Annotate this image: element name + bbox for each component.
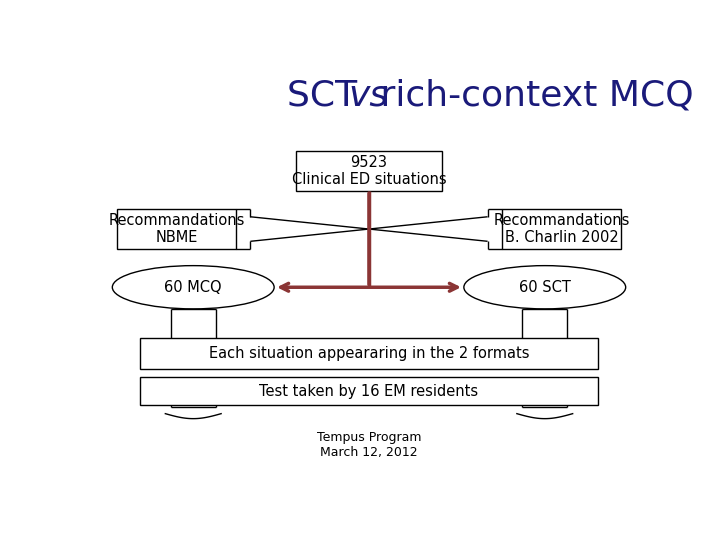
Text: 60 MCQ: 60 MCQ — [164, 280, 222, 295]
Bar — [297, 151, 441, 191]
Text: 60 SCT: 60 SCT — [519, 280, 571, 295]
Text: Recommandations
NBME: Recommandations NBME — [108, 213, 245, 245]
Ellipse shape — [112, 266, 274, 309]
Bar — [502, 210, 621, 249]
Text: 9523
Clinical ED situations: 9523 Clinical ED situations — [292, 154, 446, 187]
Bar — [117, 210, 236, 249]
Text: Test taken by 16 EM residents: Test taken by 16 EM residents — [259, 384, 479, 399]
Text: rich-context MCQ: rich-context MCQ — [369, 79, 693, 113]
Ellipse shape — [464, 266, 626, 309]
Bar — [140, 338, 598, 369]
Bar — [140, 377, 598, 406]
Text: Recommandations
B. Charlin 2002: Recommandations B. Charlin 2002 — [493, 213, 630, 245]
Text: Tempus Program
March 12, 2012: Tempus Program March 12, 2012 — [317, 431, 421, 459]
Text: SCT: SCT — [287, 79, 369, 113]
Text: vs: vs — [349, 79, 389, 113]
Text: Each situation appeararing in the 2 formats: Each situation appeararing in the 2 form… — [209, 346, 529, 361]
